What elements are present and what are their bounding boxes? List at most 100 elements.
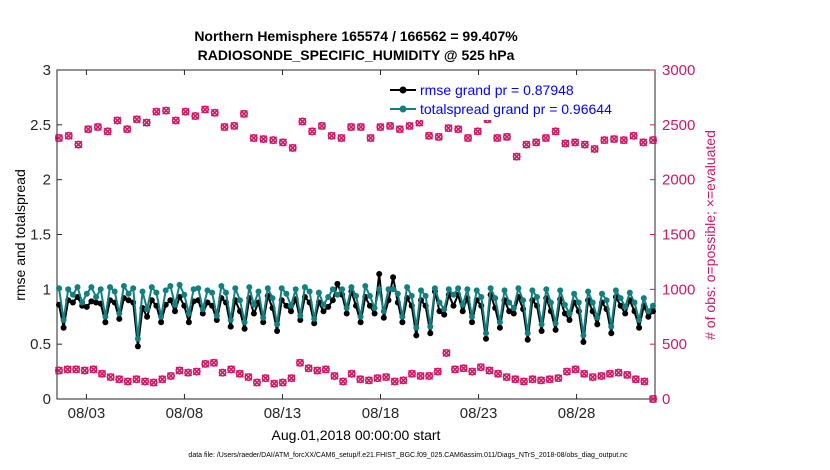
obs-evaluated-circle bbox=[63, 365, 72, 374]
obs-possible-circle bbox=[366, 133, 375, 142]
obs-possible-circle bbox=[249, 133, 258, 142]
obs-possible-cross-b bbox=[590, 144, 599, 153]
obs-evaluated-cross-b bbox=[321, 365, 330, 374]
obs-possible-circle bbox=[142, 118, 151, 127]
obs-possible-circle bbox=[240, 109, 249, 118]
totalspread-point bbox=[636, 317, 643, 323]
totalspread-point bbox=[176, 281, 183, 288]
rmse-point bbox=[376, 271, 383, 277]
obs-evaluated-point bbox=[141, 377, 150, 386]
obs-possible-cross-b bbox=[561, 139, 570, 148]
obs-evaluated-circle bbox=[433, 367, 442, 376]
obs-evaluated-point bbox=[407, 369, 416, 378]
obs-evaluated-point bbox=[158, 375, 167, 384]
obs-possible-circle bbox=[376, 123, 385, 132]
obs-possible-cross-b bbox=[249, 134, 258, 142]
obs-evaluated-cross-b bbox=[278, 378, 287, 387]
obs-possible-circle bbox=[93, 123, 102, 132]
obs-possible-point bbox=[551, 127, 560, 136]
obs-evaluated-point bbox=[278, 378, 287, 387]
obs-evaluated-circle bbox=[640, 377, 649, 386]
obs-evaluated-cross-b bbox=[356, 375, 365, 384]
obs-possible-circle bbox=[152, 107, 161, 116]
totalspread-point bbox=[543, 286, 550, 293]
obs-evaluated-point bbox=[588, 373, 597, 382]
totalspread-point bbox=[353, 292, 359, 299]
obs-possible-point bbox=[64, 131, 73, 140]
obs-possible-point bbox=[288, 143, 297, 152]
totalspread-point bbox=[515, 285, 522, 292]
obs-possible-point bbox=[278, 138, 287, 147]
obs-evaluated-point bbox=[399, 376, 408, 385]
totalspread-point bbox=[56, 285, 62, 292]
obs-possible-point bbox=[444, 124, 453, 133]
rmse-point bbox=[260, 319, 267, 326]
obs-possible-cross-b bbox=[541, 134, 550, 142]
obs-evaluated-circle bbox=[451, 365, 460, 374]
obs-possible-point bbox=[84, 125, 93, 134]
obs-possible-cross-b bbox=[220, 123, 229, 131]
obs-evaluated-point bbox=[270, 379, 279, 388]
totalspread-point bbox=[153, 289, 160, 296]
obs-possible-circle bbox=[259, 135, 268, 144]
totalspread-point bbox=[626, 289, 633, 296]
obs-evaluated-cross-b bbox=[364, 376, 373, 385]
obs-evaluated-cross-b bbox=[123, 377, 132, 386]
obs-evaluated-circle bbox=[588, 373, 597, 382]
obs-evaluated-circle bbox=[261, 374, 270, 383]
obs-evaluated-point bbox=[123, 377, 132, 386]
obs-evaluated-point bbox=[192, 367, 201, 376]
obs-evaluated-circle bbox=[468, 367, 477, 376]
obs-evaluated-circle bbox=[278, 378, 287, 387]
obs-possible-cross-b bbox=[571, 138, 580, 147]
totalspread-point bbox=[301, 284, 308, 291]
obs-possible-circle bbox=[317, 121, 326, 130]
obs-evaluated-point bbox=[649, 394, 658, 403]
obs-possible-point bbox=[571, 138, 580, 147]
totalspread-point bbox=[74, 284, 81, 291]
obs-possible-point bbox=[181, 107, 190, 116]
obs-possible-cross-b bbox=[610, 135, 619, 144]
obs-possible-circle bbox=[288, 143, 297, 152]
obs-evaluated-cross-b bbox=[63, 365, 72, 374]
totalspread-point bbox=[547, 299, 554, 306]
totalspread-point bbox=[125, 290, 132, 297]
obs-possible-point bbox=[113, 116, 122, 125]
totalspread-point bbox=[297, 312, 304, 319]
obs-evaluated-circle bbox=[80, 366, 89, 375]
rmse-point bbox=[125, 297, 132, 304]
totalspread-point bbox=[385, 286, 392, 293]
totalspread-point bbox=[181, 291, 188, 298]
rmse-point bbox=[510, 310, 517, 317]
obs-possible-point bbox=[93, 123, 102, 132]
totalspread-point bbox=[455, 285, 462, 292]
obs-evaluated-cross-b bbox=[80, 366, 89, 375]
obs-evaluated-circle bbox=[459, 364, 468, 373]
obs-possible-circle bbox=[522, 140, 531, 149]
rmse-point bbox=[617, 302, 624, 309]
rmse-point bbox=[390, 274, 397, 281]
obs-evaluated-circle bbox=[123, 377, 132, 386]
obs-evaluated-cross-b bbox=[296, 358, 305, 367]
rmse-point bbox=[566, 317, 573, 323]
obs-evaluated-circle bbox=[330, 371, 339, 380]
obs-possible-cross-b bbox=[395, 125, 404, 134]
obs-evaluated-cross-b bbox=[502, 373, 511, 382]
rmse-point bbox=[288, 308, 294, 315]
obs-evaluated-circle bbox=[184, 368, 193, 377]
left-tick-label: 0.5 bbox=[30, 336, 51, 353]
totalspread-point bbox=[436, 299, 443, 306]
obs-evaluated-point bbox=[209, 358, 218, 367]
obs-evaluated-cross-b bbox=[416, 372, 425, 380]
obs-evaluated-cross-b bbox=[399, 376, 408, 385]
obs-possible-point bbox=[512, 152, 521, 161]
rmse-point bbox=[483, 335, 489, 342]
totalspread-point bbox=[278, 285, 285, 292]
obs-evaluated-circle bbox=[158, 375, 167, 384]
obs-evaluated-point bbox=[459, 364, 468, 373]
totalspread-point bbox=[603, 297, 610, 304]
obs-evaluated-circle bbox=[356, 375, 365, 384]
obs-possible-point bbox=[580, 140, 589, 149]
rmse-point bbox=[144, 313, 151, 320]
totalspread-point bbox=[496, 319, 503, 326]
